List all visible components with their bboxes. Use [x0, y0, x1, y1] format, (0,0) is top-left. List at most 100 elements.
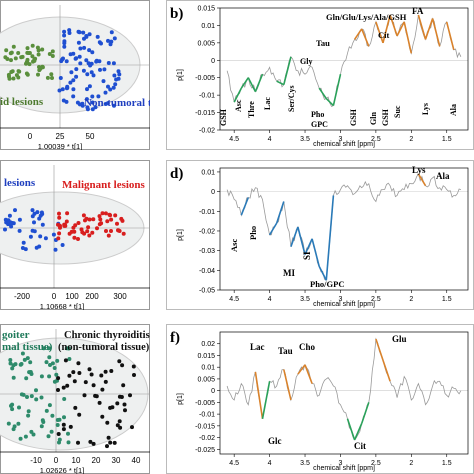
highlight-segment: [403, 21, 413, 54]
x-tick-c-1: 0: [52, 292, 57, 301]
y-tick-label: -0.02: [199, 435, 215, 442]
score-point: [90, 50, 95, 55]
score-point: [3, 55, 8, 60]
score-point: [43, 236, 48, 241]
highlighted-segments-f: [254, 338, 391, 441]
score-point: [90, 230, 95, 235]
score-point: [68, 424, 73, 429]
x-tick-label: 3.5: [300, 460, 310, 467]
y-tick-label: -0.015: [195, 110, 215, 117]
score-point: [106, 61, 111, 65]
score-point: [81, 213, 86, 218]
score-point: [109, 369, 114, 373]
score-point: [65, 383, 70, 388]
score-point: [60, 243, 65, 247]
score-point: [105, 420, 110, 425]
score-point: [30, 208, 35, 213]
ann-b-gpc: GPC: [311, 120, 328, 129]
score-point: [111, 85, 116, 90]
panel-letter-b: b): [170, 6, 183, 22]
score-point: [9, 224, 14, 229]
highlight-segment: [396, 21, 405, 37]
score-point: [26, 51, 31, 55]
score-point: [49, 429, 54, 434]
score-point: [11, 363, 16, 368]
ann-f-glu: Glu: [392, 334, 407, 344]
score-point: [11, 375, 16, 380]
score-point: [32, 220, 36, 225]
score-point: [65, 211, 70, 216]
score-point: [9, 58, 13, 63]
score-point: [9, 50, 14, 55]
score-point: [76, 221, 81, 225]
score-point: [21, 240, 26, 245]
loading-plot-b: b) p[1] 0.015 0.01 0.005 0 -0.005 -0.01 -0.015…: [166, 0, 474, 150]
y-tick-label: 0: [211, 189, 215, 196]
y-tick-label: -0.04: [199, 268, 215, 275]
score-point: [87, 367, 92, 372]
score-point: [80, 101, 85, 106]
score-point: [117, 72, 122, 77]
score-points-e: [6, 346, 136, 449]
score-point: [46, 434, 51, 439]
score-point: [132, 373, 136, 377]
score-point: [100, 387, 105, 392]
y-tick-label: -0.01: [199, 93, 215, 100]
score-point: [71, 78, 76, 83]
score-point: [108, 87, 113, 92]
highlighted-segments-b: [233, 14, 455, 107]
score-point: [60, 87, 65, 92]
score-point: [78, 61, 83, 66]
ann-b-suc: Suc: [393, 105, 402, 118]
ann-d-mi: MI: [283, 268, 295, 278]
highlight-segment: [360, 28, 370, 47]
highlight-segment: [275, 201, 285, 224]
score-point: [84, 97, 89, 102]
group-label-left: id lesions: [0, 96, 44, 108]
highlight-segment: [276, 80, 285, 86]
x-tick-label: 3: [339, 460, 343, 467]
score-point: [85, 107, 90, 112]
group-label-right-e-2: (non-tumoral tissue): [58, 342, 150, 353]
group-label-right-e: Chronic thyroiditis: [64, 330, 150, 341]
score-point: [50, 49, 55, 54]
score-point: [66, 440, 71, 445]
score-point: [91, 217, 96, 222]
score-point: [85, 72, 90, 77]
score-point: [50, 413, 55, 418]
panel-letter-f: f): [170, 330, 180, 346]
score-point: [47, 374, 52, 379]
score-point: [8, 358, 13, 362]
score-point: [6, 218, 11, 223]
score-point: [55, 423, 60, 427]
highlight-segment: [375, 338, 384, 361]
score-point: [17, 217, 22, 222]
score-point: [67, 231, 72, 236]
ann-b-gln2: Gln: [369, 112, 378, 125]
ann-b-gln: Gln/Glu/Lys/Ala/GSH: [326, 12, 407, 22]
score-point: [116, 69, 121, 74]
score-point: [82, 45, 87, 50]
score-point: [39, 395, 44, 400]
x-tick-e-1: 0: [54, 456, 59, 465]
highlight-segment: [261, 381, 271, 419]
y-axis-label-d: p[1]: [177, 229, 184, 241]
score-point: [20, 246, 25, 250]
score-point: [25, 46, 30, 51]
score-point: [96, 94, 101, 99]
x-axis-label-e: 1.02626 * t[1]: [40, 466, 85, 474]
highlight-segment: [375, 21, 384, 44]
score-point: [128, 393, 132, 398]
score-point: [32, 58, 37, 63]
y-axis-label-f: p[1]: [177, 393, 184, 405]
score-point: [29, 372, 34, 376]
score-point: [57, 437, 62, 442]
score-point: [52, 379, 57, 384]
score-point: [69, 70, 74, 75]
score-point: [68, 80, 73, 85]
score-point: [62, 39, 67, 44]
highlight-segment: [325, 195, 335, 281]
score-point: [17, 228, 22, 233]
score-point: [113, 82, 118, 87]
score-point: [87, 233, 92, 238]
